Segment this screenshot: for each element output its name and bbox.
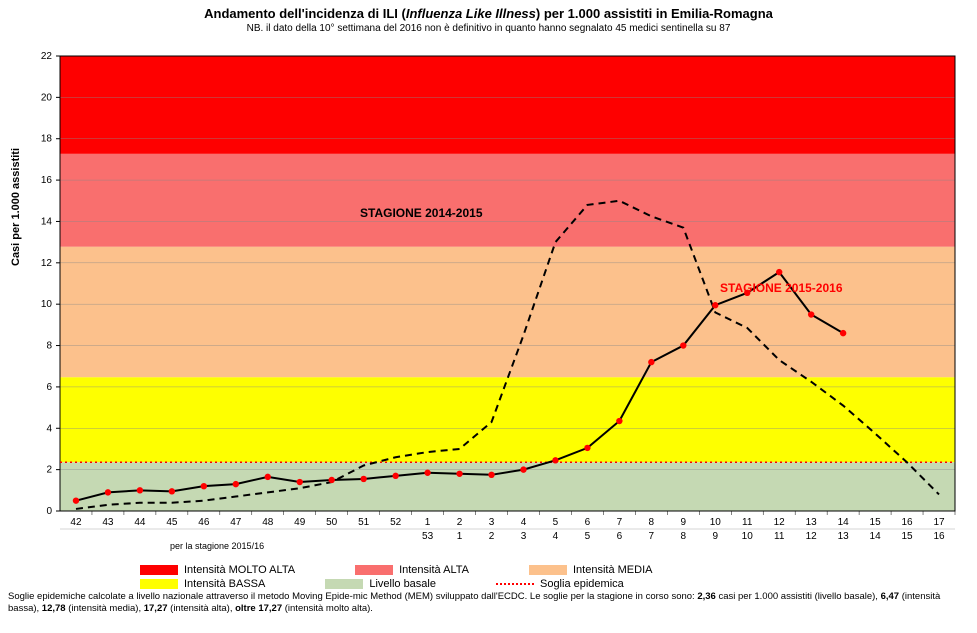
legend-item: Intensità ALTA bbox=[355, 564, 469, 576]
svg-text:2: 2 bbox=[46, 465, 52, 476]
legend-item: Livello basale bbox=[325, 578, 436, 590]
svg-text:13: 13 bbox=[806, 517, 818, 528]
svg-text:12: 12 bbox=[774, 517, 786, 528]
legend-label: Livello basale bbox=[369, 578, 436, 590]
svg-text:16: 16 bbox=[901, 517, 913, 528]
svg-text:52: 52 bbox=[390, 517, 402, 528]
series-label-2014-2015: STAGIONE 2014-2015 bbox=[360, 206, 483, 220]
svg-text:7: 7 bbox=[617, 517, 623, 528]
svg-text:1: 1 bbox=[457, 531, 463, 542]
svg-text:3: 3 bbox=[489, 517, 495, 528]
svg-text:1: 1 bbox=[425, 517, 431, 528]
svg-text:12: 12 bbox=[41, 258, 53, 269]
legend-swatch bbox=[140, 565, 178, 575]
svg-text:8: 8 bbox=[46, 341, 52, 352]
footer-note: Soglie epidemiche calcolate a livello na… bbox=[8, 591, 968, 616]
svg-text:47: 47 bbox=[230, 517, 242, 528]
svg-text:44: 44 bbox=[134, 517, 146, 528]
legend-swatch bbox=[355, 565, 393, 575]
svg-text:2: 2 bbox=[457, 517, 463, 528]
svg-text:14: 14 bbox=[41, 216, 53, 227]
legend-label: Soglia epidemica bbox=[540, 578, 624, 590]
legend-swatch bbox=[529, 565, 567, 575]
legend-swatch bbox=[140, 579, 178, 589]
svg-text:9: 9 bbox=[681, 517, 687, 528]
svg-text:7: 7 bbox=[649, 531, 655, 542]
svg-text:11: 11 bbox=[742, 517, 753, 528]
svg-text:4: 4 bbox=[553, 531, 559, 542]
chart-subtitle: NB. il dato della 10° settimana del 2016… bbox=[0, 23, 977, 34]
chart-title: Andamento dell'incidenza di ILI (Influen… bbox=[0, 6, 977, 21]
svg-text:6: 6 bbox=[617, 531, 623, 542]
svg-text:10: 10 bbox=[41, 299, 53, 310]
legend-swatch bbox=[496, 583, 534, 585]
legend-label: Intensità MOLTO ALTA bbox=[184, 564, 295, 576]
legend-item: Soglia epidemica bbox=[496, 578, 624, 590]
svg-text:0: 0 bbox=[46, 506, 52, 517]
svg-text:5: 5 bbox=[585, 531, 591, 542]
svg-text:4: 4 bbox=[46, 423, 52, 434]
svg-text:46: 46 bbox=[198, 517, 210, 528]
svg-text:43: 43 bbox=[102, 517, 114, 528]
legend-item: Intensità MOLTO ALTA bbox=[140, 564, 295, 576]
legend-label: Intensità MEDIA bbox=[573, 564, 652, 576]
svg-text:9: 9 bbox=[712, 531, 718, 542]
chart-plot-area: 0246810121416182022424344454647484950515… bbox=[60, 56, 960, 536]
y-axis-title: Casi per 1.000 assistiti bbox=[10, 148, 22, 266]
svg-text:11: 11 bbox=[774, 531, 785, 542]
legend-item: Intensità BASSA bbox=[140, 578, 265, 590]
svg-text:12: 12 bbox=[806, 531, 818, 542]
svg-text:10: 10 bbox=[742, 531, 754, 542]
svg-text:17: 17 bbox=[933, 517, 945, 528]
legend-label: Intensità ALTA bbox=[399, 564, 469, 576]
svg-text:16: 16 bbox=[933, 531, 945, 542]
svg-text:8: 8 bbox=[681, 531, 687, 542]
svg-text:50: 50 bbox=[326, 517, 338, 528]
svg-text:42: 42 bbox=[70, 517, 82, 528]
svg-text:4: 4 bbox=[521, 517, 527, 528]
svg-text:6: 6 bbox=[46, 382, 52, 393]
svg-text:14: 14 bbox=[838, 517, 850, 528]
x-axis-season-note: per la stagione 2015/16 bbox=[170, 541, 264, 551]
svg-text:5: 5 bbox=[553, 517, 559, 528]
series-label-2015-2016: STAGIONE 2015-2016 bbox=[720, 281, 843, 295]
svg-text:51: 51 bbox=[358, 517, 370, 528]
svg-text:48: 48 bbox=[262, 517, 274, 528]
svg-text:20: 20 bbox=[41, 92, 53, 103]
legend: Intensità MOLTO ALTA Intensità ALTA Intens… bbox=[140, 564, 890, 592]
svg-text:45: 45 bbox=[166, 517, 178, 528]
svg-text:53: 53 bbox=[422, 531, 434, 542]
svg-text:2: 2 bbox=[489, 531, 495, 542]
svg-text:22: 22 bbox=[41, 51, 53, 62]
legend-label: Intensità BASSA bbox=[184, 578, 265, 590]
svg-text:18: 18 bbox=[41, 134, 53, 145]
svg-text:15: 15 bbox=[901, 531, 913, 542]
svg-text:8: 8 bbox=[649, 517, 655, 528]
legend-item: Intensità MEDIA bbox=[529, 564, 652, 576]
svg-text:10: 10 bbox=[710, 517, 722, 528]
svg-text:13: 13 bbox=[838, 531, 850, 542]
svg-text:6: 6 bbox=[585, 517, 591, 528]
svg-text:49: 49 bbox=[294, 517, 306, 528]
svg-text:16: 16 bbox=[41, 175, 53, 186]
legend-swatch bbox=[325, 579, 363, 589]
svg-text:15: 15 bbox=[870, 517, 882, 528]
svg-text:14: 14 bbox=[870, 531, 882, 542]
svg-text:3: 3 bbox=[521, 531, 527, 542]
